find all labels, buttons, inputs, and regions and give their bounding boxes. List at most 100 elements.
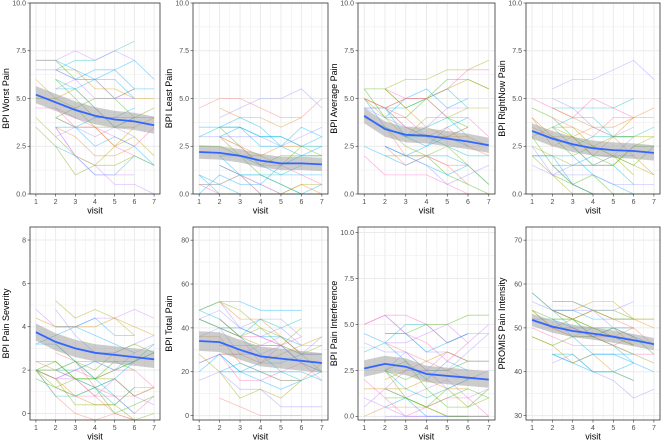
subject-line [199,117,323,147]
subject-line [552,353,634,381]
subject-line [219,362,323,381]
y-tick-label: 0.0 [16,191,26,198]
subject-line [364,314,489,344]
subject-line [532,155,634,195]
y-tick-label: 2.5 [16,144,26,151]
x-tick-label: 5 [279,425,283,432]
subject-line [384,59,489,90]
subject-line [55,300,135,336]
y-tick-label: 0.0 [344,414,354,421]
x-tick-label: 5 [113,199,117,206]
subject-line [55,343,135,397]
y-tick-label: 0 [185,413,189,420]
subject-line [531,327,654,355]
subject-line [35,308,155,328]
y-tick-label: 7.5 [512,48,522,55]
subject-line [385,155,489,195]
x-tick-label: 4 [425,199,429,206]
x-tick-label: 6 [299,425,303,432]
subject-line [552,309,655,346]
y-tick-label: 10.0 [340,0,354,7]
y-tick-label: 2.5 [512,144,522,151]
subject-line [219,327,302,346]
y-tick-label: 7.5 [179,48,189,55]
y-tick-label: 2.5 [344,144,354,151]
y-tick-label: 20 [181,369,189,376]
confidence-band [364,355,489,388]
y-tick-label: 70 [514,238,522,245]
subject-line [363,379,490,417]
y-axis-title: BPI Total Pain [164,295,174,351]
y-tick-label: 0.0 [344,191,354,198]
x-axis-title: visit [253,432,269,441]
x-tick-label: 6 [632,425,636,432]
subject-line [552,98,634,138]
panel-8: 30 40 50 60 70 1 2 3 4 5 6 7 visit PROMIS Pain Intens… [497,226,661,441]
trend-line [199,340,322,364]
subject-line [198,309,322,346]
subject-line [219,107,302,128]
confidence-band [199,331,322,373]
x-tick-label: 3 [238,425,242,432]
x-tick-label: 7 [320,425,324,432]
subject-line [384,379,489,399]
subject-line [198,353,302,381]
subject-line [55,317,135,336]
y-axis-title: BPI Pain Severity [1,288,11,359]
y-tick-label: 2 [22,368,26,375]
x-tick-label: 2 [550,199,554,206]
y-tick-label: 2.5 [344,368,354,375]
subject-line [198,353,302,381]
x-axis-title: visit [419,206,435,216]
x-tick-label: 1 [197,425,201,432]
y-tick-label: 2.5 [179,144,189,151]
subject-line [35,369,135,406]
subject-line [55,126,135,138]
x-tick-label: 6 [299,199,303,206]
subject-line [364,78,489,109]
subject-line [385,388,489,408]
subject-line [55,145,155,176]
y-axis-title: BPI RightNow Pain [497,60,507,137]
y-axis-title: PROMIS Pain Intensity [497,277,507,370]
subject-line [364,98,490,137]
subject-line [35,126,155,176]
subject-line [384,370,489,408]
subject-line [531,164,654,185]
x-axis-title: visit [87,432,103,441]
x-axis-title: visit [419,432,435,441]
y-axis-title: BPI Pain Interference [329,281,339,367]
subject-line [198,318,302,338]
y-tick-label: 10.0 [508,0,522,7]
x-tick-label: 3 [571,199,575,206]
subject-line [531,292,655,329]
subject-line [35,378,155,414]
subject-line [35,343,155,371]
x-tick-label: 2 [550,425,554,432]
y-tick-label: 5.0 [16,96,26,103]
trend-line [35,93,155,127]
subject-line [531,292,634,320]
x-tick-label: 3 [238,199,242,206]
y-tick-label: 4 [22,324,26,331]
x-tick-label: 7 [320,199,324,206]
y-tick-label: 40 [181,325,189,332]
panel-5: 0 2 4 6 8 1 2 3 4 5 6 7 visit BPI Pain Severity [1,226,161,441]
x-tick-label: 3 [404,199,408,206]
subject-line [55,352,155,397]
subject-line [55,387,155,415]
subject-line [55,69,155,90]
subject-line [384,145,489,185]
subject-line [364,323,469,353]
subject-line [552,98,634,109]
y-tick-label: 10.0 [12,0,26,7]
y-tick-label: 5.0 [512,96,522,103]
y-tick-label: 30 [514,413,522,420]
x-tick-label: 4 [259,199,263,206]
subject-line [552,107,655,128]
subject-line [552,353,655,399]
y-tick-label: 10.0 [340,230,354,237]
x-tick-label: 7 [652,199,656,206]
x-tick-label: 2 [383,199,387,206]
x-tick-label: 6 [466,199,470,206]
